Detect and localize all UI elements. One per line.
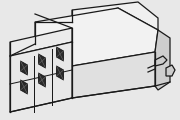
Polygon shape (57, 47, 64, 61)
Polygon shape (72, 52, 155, 98)
Polygon shape (39, 54, 46, 68)
Polygon shape (72, 2, 158, 30)
Polygon shape (21, 80, 28, 94)
Polygon shape (10, 28, 72, 56)
Polygon shape (39, 73, 46, 87)
Polygon shape (155, 30, 170, 90)
Polygon shape (57, 66, 64, 80)
Polygon shape (155, 56, 167, 66)
Polygon shape (166, 65, 175, 76)
Polygon shape (10, 42, 72, 112)
Polygon shape (35, 8, 158, 66)
Polygon shape (21, 61, 28, 75)
